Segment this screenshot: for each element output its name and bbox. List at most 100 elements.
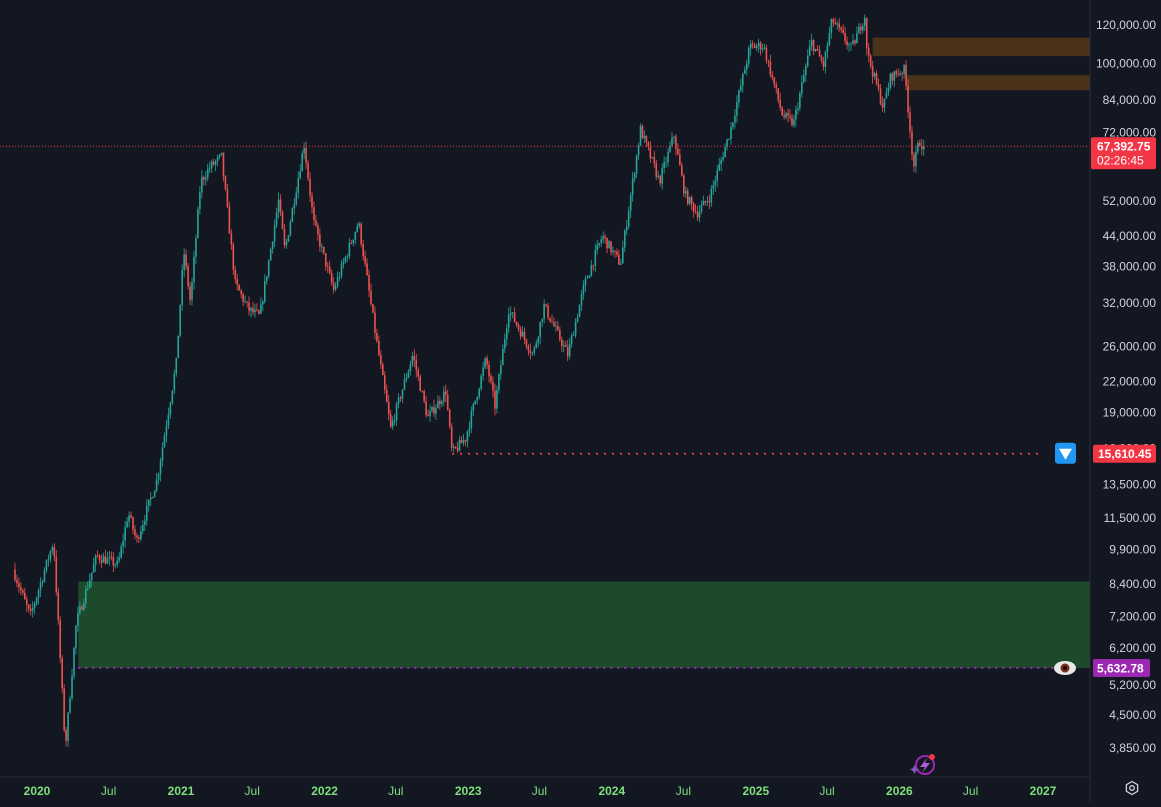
candle-body	[771, 74, 774, 78]
candle-body	[372, 304, 374, 313]
candle-body	[909, 112, 911, 132]
candle-body	[216, 157, 219, 162]
candle-body	[547, 305, 549, 318]
candle-body	[873, 73, 876, 77]
candle-body	[694, 211, 697, 213]
candle-body	[246, 301, 248, 303]
candle-body	[891, 73, 894, 81]
candle-body	[366, 263, 368, 276]
candle-body	[590, 265, 593, 276]
candle-body	[830, 19, 833, 33]
candle-body	[761, 47, 764, 50]
current-price-tag[interactable]	[1091, 137, 1156, 170]
time-tick-label: Jul	[676, 784, 691, 798]
candle-body	[41, 581, 44, 583]
candle-body	[307, 163, 309, 179]
candle-body	[145, 506, 148, 521]
candle-body	[43, 570, 46, 582]
candle-body	[67, 712, 69, 741]
candle-body	[842, 29, 844, 33]
low-level-tag[interactable]	[1093, 444, 1156, 463]
candle-body	[63, 688, 65, 730]
candle-body	[285, 241, 288, 246]
candle-body	[450, 426, 453, 448]
supply-zone-lower[interactable]	[906, 75, 1090, 91]
candle-body	[779, 99, 781, 108]
candle-body	[435, 408, 437, 414]
candle-body	[326, 266, 329, 268]
candle-body	[167, 414, 170, 426]
price-axis[interactable]: 120,000.00 100,000.00 84,000.00 72,000.00 52…	[1096, 18, 1156, 755]
candle-body	[704, 200, 707, 203]
time-tick-label: Jul	[963, 784, 978, 798]
candle-body	[383, 375, 386, 390]
candle-body	[387, 402, 390, 415]
gear-icon	[1125, 780, 1139, 796]
countdown-label: 02:26:45	[1097, 153, 1144, 167]
candle-body	[90, 572, 93, 581]
candle-body	[692, 203, 695, 212]
candle-body	[380, 355, 382, 365]
candle-body	[155, 479, 158, 491]
candle-body	[881, 103, 884, 108]
candle-body	[781, 107, 783, 116]
lightning-sparkle-icon[interactable]	[910, 754, 935, 775]
eye-icon[interactable]	[1054, 661, 1076, 676]
price-tick-label: 9,900.00	[1109, 542, 1156, 556]
time-tick-label: Jul	[532, 784, 547, 798]
candle-body	[45, 559, 48, 571]
candle-body	[195, 238, 197, 257]
candle-body	[684, 190, 687, 194]
candle-body	[846, 41, 848, 45]
supply-zone-upper[interactable]	[872, 37, 1090, 57]
candle-body	[533, 347, 536, 353]
candle-body	[328, 266, 331, 273]
candle-body	[332, 282, 335, 290]
candle-body	[740, 85, 742, 91]
candle-body	[405, 377, 408, 380]
candle-body	[917, 142, 919, 152]
candle-body	[862, 25, 864, 31]
candle-body	[907, 86, 909, 113]
price-tick-label: 5,200.00	[1109, 678, 1156, 692]
candle-body	[897, 74, 900, 75]
candle-body	[696, 211, 699, 218]
settings-button[interactable]	[1121, 777, 1143, 799]
candle-body	[810, 40, 813, 47]
candle-body	[49, 551, 52, 560]
target-level-tag[interactable]	[1093, 659, 1150, 678]
candle-body	[203, 177, 205, 180]
candle-body	[690, 197, 693, 204]
candle-body	[344, 256, 347, 263]
candle-body	[346, 256, 349, 258]
time-axis[interactable]: 2020 Jul 2021 Jul 2022 Jul 2023 Jul 2024 Jul 2025 J…	[24, 784, 1057, 798]
candle-body	[252, 307, 254, 313]
candle-body	[659, 175, 661, 184]
candle-body	[816, 48, 819, 50]
candle-body	[502, 348, 504, 366]
candle-body	[657, 175, 660, 177]
candle-body	[232, 244, 235, 270]
candle-body	[751, 43, 754, 46]
candle-body	[889, 73, 892, 88]
candle-body	[187, 265, 189, 287]
time-tick-label: Jul	[245, 784, 260, 798]
candle-body	[230, 233, 233, 245]
down-arrow-icon[interactable]	[1055, 442, 1076, 464]
candle-body	[637, 145, 640, 156]
candle-body	[73, 647, 75, 677]
candle-body	[612, 250, 614, 253]
candle-body	[468, 428, 471, 432]
demand-zone[interactable]	[78, 581, 1091, 669]
candle-body	[606, 237, 608, 249]
candle-body	[474, 400, 477, 405]
candle-body	[836, 23, 839, 25]
candle-body	[106, 558, 109, 564]
candle-body	[639, 125, 642, 146]
candle-body	[134, 529, 136, 536]
candle-body	[265, 276, 268, 282]
candle-body	[913, 154, 915, 167]
candle-body	[911, 131, 913, 155]
